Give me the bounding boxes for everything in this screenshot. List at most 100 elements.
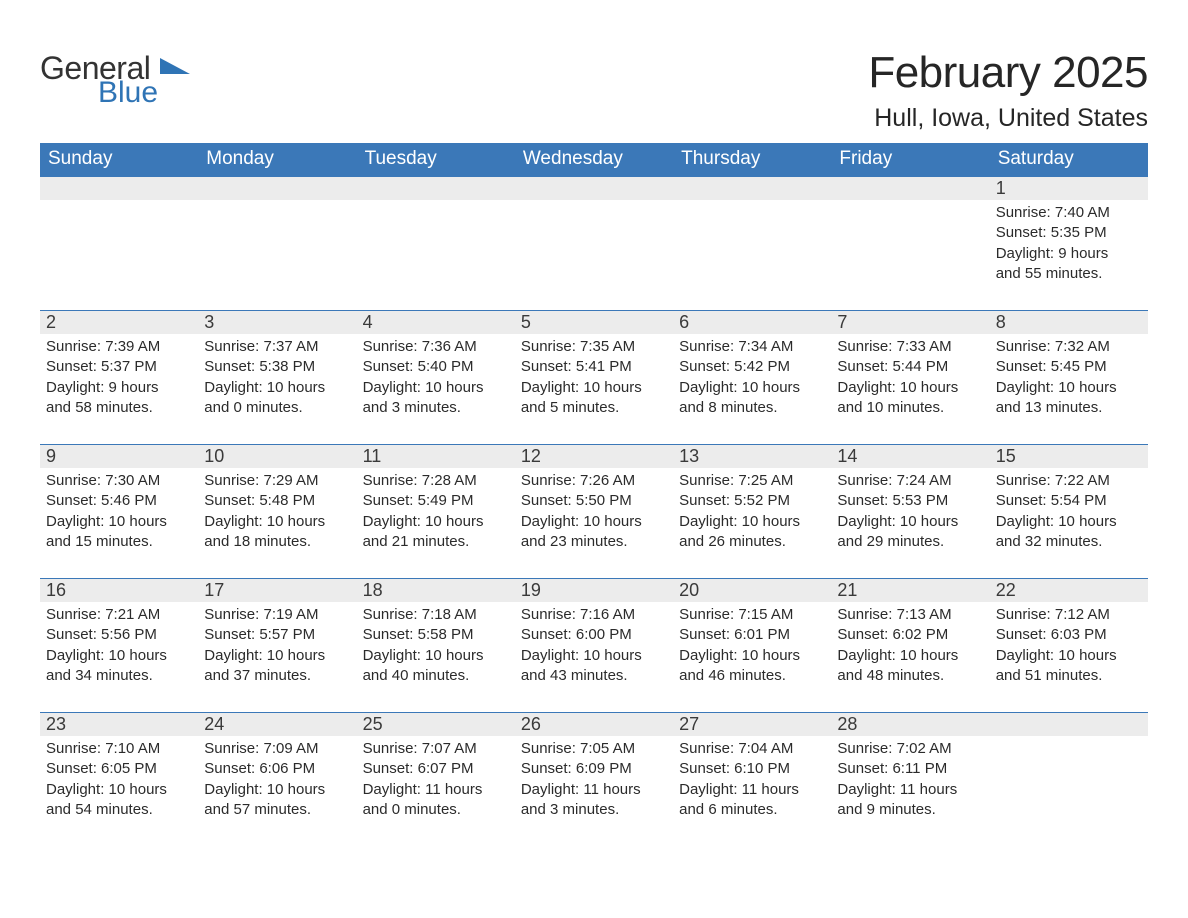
day-details — [515, 200, 673, 207]
day-number — [40, 177, 198, 200]
calendar-cell: 4Sunrise: 7:36 AMSunset: 5:40 PMDaylight… — [357, 311, 515, 445]
logo-word-2: Blue — [98, 78, 158, 108]
day-details: Sunrise: 7:02 AMSunset: 6:11 PMDaylight:… — [831, 736, 989, 824]
day-number: 1 — [990, 177, 1148, 200]
day-number: 21 — [831, 579, 989, 602]
day-details: Sunrise: 7:09 AMSunset: 6:06 PMDaylight:… — [198, 736, 356, 824]
location-label: Hull, Iowa, United States — [868, 104, 1148, 133]
weekday-row: SundayMondayTuesdayWednesdayThursdayFrid… — [40, 143, 1148, 177]
day-details: Sunrise: 7:07 AMSunset: 6:07 PMDaylight:… — [357, 736, 515, 824]
day-details: Sunrise: 7:24 AMSunset: 5:53 PMDaylight:… — [831, 468, 989, 556]
day-number: 24 — [198, 713, 356, 736]
calendar-cell: 5Sunrise: 7:35 AMSunset: 5:41 PMDaylight… — [515, 311, 673, 445]
weekday-header: Tuesday — [357, 143, 515, 177]
day-number: 8 — [990, 311, 1148, 334]
day-details: Sunrise: 7:33 AMSunset: 5:44 PMDaylight:… — [831, 334, 989, 422]
calendar-cell: 6Sunrise: 7:34 AMSunset: 5:42 PMDaylight… — [673, 311, 831, 445]
day-number: 16 — [40, 579, 198, 602]
day-details: Sunrise: 7:37 AMSunset: 5:38 PMDaylight:… — [198, 334, 356, 422]
day-number: 20 — [673, 579, 831, 602]
calendar-cell — [198, 177, 356, 311]
logo: General Blue — [40, 52, 194, 108]
calendar-cell: 11Sunrise: 7:28 AMSunset: 5:49 PMDayligh… — [357, 445, 515, 579]
calendar-cell: 10Sunrise: 7:29 AMSunset: 5:48 PMDayligh… — [198, 445, 356, 579]
day-number — [990, 713, 1148, 736]
day-details: Sunrise: 7:05 AMSunset: 6:09 PMDaylight:… — [515, 736, 673, 824]
day-number: 12 — [515, 445, 673, 468]
calendar-cell: 14Sunrise: 7:24 AMSunset: 5:53 PMDayligh… — [831, 445, 989, 579]
calendar-cell: 16Sunrise: 7:21 AMSunset: 5:56 PMDayligh… — [40, 579, 198, 713]
calendar-cell: 15Sunrise: 7:22 AMSunset: 5:54 PMDayligh… — [990, 445, 1148, 579]
calendar-cell: 2Sunrise: 7:39 AMSunset: 5:37 PMDaylight… — [40, 311, 198, 445]
calendar-cell: 22Sunrise: 7:12 AMSunset: 6:03 PMDayligh… — [990, 579, 1148, 713]
weekday-header: Sunday — [40, 143, 198, 177]
calendar-cell: 8Sunrise: 7:32 AMSunset: 5:45 PMDaylight… — [990, 311, 1148, 445]
day-number: 18 — [357, 579, 515, 602]
day-details — [40, 200, 198, 207]
calendar-body: 1Sunrise: 7:40 AMSunset: 5:35 PMDaylight… — [40, 177, 1148, 847]
day-number: 15 — [990, 445, 1148, 468]
calendar-cell: 23Sunrise: 7:10 AMSunset: 6:05 PMDayligh… — [40, 713, 198, 847]
calendar-week: 2Sunrise: 7:39 AMSunset: 5:37 PMDaylight… — [40, 311, 1148, 445]
day-details: Sunrise: 7:32 AMSunset: 5:45 PMDaylight:… — [990, 334, 1148, 422]
day-details — [198, 200, 356, 207]
logo-text: General Blue — [40, 52, 158, 108]
calendar-cell — [515, 177, 673, 311]
day-number: 5 — [515, 311, 673, 334]
calendar-cell: 17Sunrise: 7:19 AMSunset: 5:57 PMDayligh… — [198, 579, 356, 713]
day-details: Sunrise: 7:30 AMSunset: 5:46 PMDaylight:… — [40, 468, 198, 556]
day-number: 13 — [673, 445, 831, 468]
day-number: 23 — [40, 713, 198, 736]
title-block: February 2025 Hull, Iowa, United States — [868, 48, 1148, 133]
day-details: Sunrise: 7:26 AMSunset: 5:50 PMDaylight:… — [515, 468, 673, 556]
day-details: Sunrise: 7:40 AMSunset: 5:35 PMDaylight:… — [990, 200, 1148, 288]
day-number: 4 — [357, 311, 515, 334]
day-number — [515, 177, 673, 200]
calendar-cell: 25Sunrise: 7:07 AMSunset: 6:07 PMDayligh… — [357, 713, 515, 847]
day-number: 2 — [40, 311, 198, 334]
calendar-cell: 13Sunrise: 7:25 AMSunset: 5:52 PMDayligh… — [673, 445, 831, 579]
day-number: 17 — [198, 579, 356, 602]
calendar-week: 16Sunrise: 7:21 AMSunset: 5:56 PMDayligh… — [40, 579, 1148, 713]
day-number: 6 — [673, 311, 831, 334]
day-number: 26 — [515, 713, 673, 736]
day-number — [198, 177, 356, 200]
day-number: 19 — [515, 579, 673, 602]
calendar-week: 1Sunrise: 7:40 AMSunset: 5:35 PMDaylight… — [40, 177, 1148, 311]
calendar-cell — [990, 713, 1148, 847]
calendar-cell: 18Sunrise: 7:18 AMSunset: 5:58 PMDayligh… — [357, 579, 515, 713]
day-details — [673, 200, 831, 207]
day-details — [357, 200, 515, 207]
calendar-week: 23Sunrise: 7:10 AMSunset: 6:05 PMDayligh… — [40, 713, 1148, 847]
weekday-header: Thursday — [673, 143, 831, 177]
day-details: Sunrise: 7:36 AMSunset: 5:40 PMDaylight:… — [357, 334, 515, 422]
page-title: February 2025 — [868, 48, 1148, 98]
calendar-week: 9Sunrise: 7:30 AMSunset: 5:46 PMDaylight… — [40, 445, 1148, 579]
day-details — [990, 736, 1148, 743]
calendar-cell: 9Sunrise: 7:30 AMSunset: 5:46 PMDaylight… — [40, 445, 198, 579]
day-details: Sunrise: 7:04 AMSunset: 6:10 PMDaylight:… — [673, 736, 831, 824]
calendar-cell: 27Sunrise: 7:04 AMSunset: 6:10 PMDayligh… — [673, 713, 831, 847]
day-number: 3 — [198, 311, 356, 334]
day-details: Sunrise: 7:12 AMSunset: 6:03 PMDaylight:… — [990, 602, 1148, 690]
day-details: Sunrise: 7:22 AMSunset: 5:54 PMDaylight:… — [990, 468, 1148, 556]
weekday-header: Monday — [198, 143, 356, 177]
day-number — [673, 177, 831, 200]
calendar-cell: 12Sunrise: 7:26 AMSunset: 5:50 PMDayligh… — [515, 445, 673, 579]
day-number: 27 — [673, 713, 831, 736]
day-details: Sunrise: 7:25 AMSunset: 5:52 PMDaylight:… — [673, 468, 831, 556]
day-details: Sunrise: 7:19 AMSunset: 5:57 PMDaylight:… — [198, 602, 356, 690]
day-details: Sunrise: 7:10 AMSunset: 6:05 PMDaylight:… — [40, 736, 198, 824]
weekday-header: Wednesday — [515, 143, 673, 177]
day-details: Sunrise: 7:28 AMSunset: 5:49 PMDaylight:… — [357, 468, 515, 556]
day-number: 14 — [831, 445, 989, 468]
calendar-cell: 28Sunrise: 7:02 AMSunset: 6:11 PMDayligh… — [831, 713, 989, 847]
calendar-cell — [673, 177, 831, 311]
calendar-cell — [40, 177, 198, 311]
day-number: 9 — [40, 445, 198, 468]
day-number: 11 — [357, 445, 515, 468]
day-number: 10 — [198, 445, 356, 468]
calendar-cell: 3Sunrise: 7:37 AMSunset: 5:38 PMDaylight… — [198, 311, 356, 445]
day-details: Sunrise: 7:29 AMSunset: 5:48 PMDaylight:… — [198, 468, 356, 556]
day-details: Sunrise: 7:21 AMSunset: 5:56 PMDaylight:… — [40, 602, 198, 690]
